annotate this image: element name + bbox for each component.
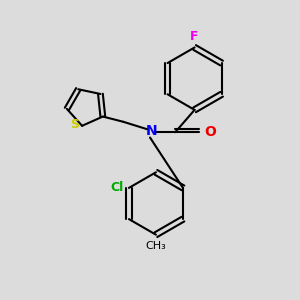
Text: CH₃: CH₃ [146,241,166,251]
Text: S: S [70,118,79,131]
Text: F: F [190,30,199,43]
Text: Cl: Cl [110,182,124,194]
Text: O: O [204,125,216,139]
Text: N: N [146,124,157,138]
